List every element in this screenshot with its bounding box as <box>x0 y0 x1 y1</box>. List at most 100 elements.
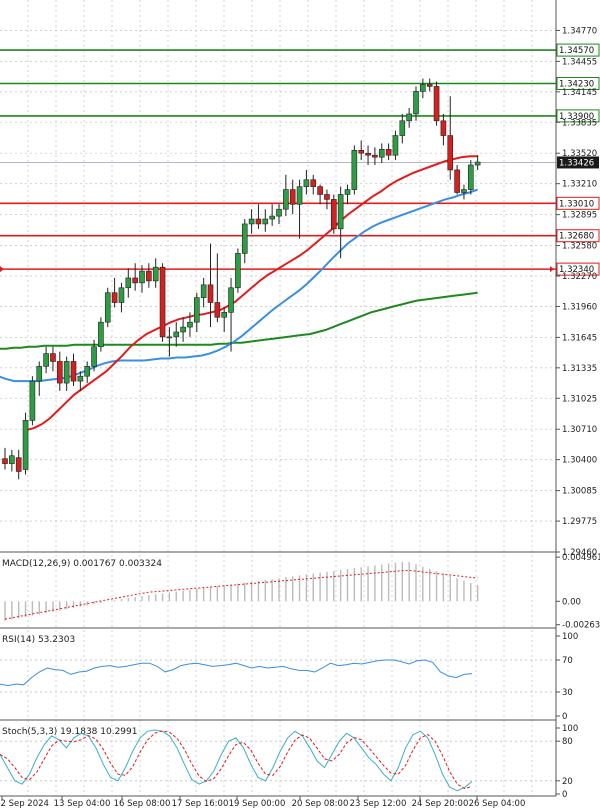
y-tick-label: 1.30085 <box>562 487 597 497</box>
x-tick-label: 16 Sep 08:00 <box>114 799 171 809</box>
candle-body <box>454 169 460 193</box>
candle-body <box>207 284 214 303</box>
candle-body <box>2 458 8 464</box>
candle <box>241 219 248 264</box>
y-tick-label: 1.34145 <box>562 88 597 98</box>
candle-body <box>56 361 63 384</box>
macd-label: MACD(12,26,9) 0.001767 0.003324 <box>2 559 162 569</box>
y-tick-label: 1.30400 <box>562 456 597 466</box>
candle <box>283 174 289 217</box>
candle-body <box>467 164 474 190</box>
y-tick-label: 1.33520 <box>562 149 597 159</box>
candle <box>317 184 323 205</box>
candle-body <box>358 149 365 154</box>
sr-price-label: 1.33900 <box>559 112 594 122</box>
sr-price-box <box>556 109 600 123</box>
price-panel[interactable]: 1.34570 1.34230 1.33900 1.33010 1.32680 1.323… <box>0 43 600 480</box>
y-tick-label: 1.34770 <box>562 26 597 36</box>
sr-price-label: 1.34570 <box>559 46 594 56</box>
y-tick-label: 0 <box>562 712 567 722</box>
macd-signal-line <box>4 569 478 620</box>
ma-mid-line <box>0 188 478 383</box>
sr-price-box <box>556 196 600 210</box>
sr-price-box <box>556 43 600 57</box>
macd-panel[interactable]: MACD(12,26,9) 0.001767 0.003324 <box>2 559 479 621</box>
candle <box>399 113 406 144</box>
candle <box>139 265 145 293</box>
candle <box>303 169 310 195</box>
candle-body <box>194 297 200 323</box>
rsi-line <box>0 659 473 687</box>
candle <box>269 204 275 226</box>
candle-body <box>461 189 467 193</box>
candle-body <box>187 321 193 328</box>
candle-body <box>200 284 207 298</box>
candle <box>22 412 29 475</box>
candle-body <box>413 91 419 115</box>
x-tick-label: 17 Sep 16:00 <box>172 799 229 809</box>
y-tick-label: 1.33835 <box>562 118 597 128</box>
candle <box>324 189 330 210</box>
candle <box>98 317 104 352</box>
candle <box>413 86 419 121</box>
candle-body <box>440 120 447 136</box>
candle-body <box>15 457 22 472</box>
sr-price-box <box>556 76 600 90</box>
candle-body <box>283 189 289 210</box>
y-tick-label: 1.32895 <box>562 211 597 221</box>
candle <box>262 209 269 232</box>
sr-price-label: 1.32340 <box>559 265 594 275</box>
current-price-box <box>557 156 599 169</box>
candle <box>50 346 56 372</box>
grid-lines <box>0 0 556 796</box>
candle <box>187 312 193 337</box>
candle-body <box>310 179 317 187</box>
x-tick-label: 12 Sep 2024 <box>0 799 49 809</box>
candle <box>118 282 125 313</box>
candle <box>132 263 138 291</box>
candle <box>56 351 63 391</box>
sr-price-box <box>556 262 600 276</box>
y-tick-label: 1.29775 <box>562 517 597 527</box>
stoch-k-line <box>0 729 473 792</box>
candle-body <box>248 218 255 225</box>
candle-body <box>351 149 358 190</box>
candle-body <box>139 270 145 284</box>
x-tick-label: 19 Sep 00:00 <box>229 799 286 809</box>
candle-body <box>50 353 56 362</box>
rsi-panel[interactable]: RSI(14) 53.2303 <box>0 635 473 687</box>
ma-fast-line <box>25 155 478 432</box>
candle-body <box>166 336 173 339</box>
candle <box>104 287 111 328</box>
candle <box>474 155 481 170</box>
left-arrow-marker <box>0 266 4 273</box>
candle <box>70 353 77 387</box>
candle <box>125 268 132 298</box>
candle-body <box>221 312 227 318</box>
candle-body <box>420 84 426 92</box>
candle <box>159 263 166 342</box>
candle <box>385 143 392 161</box>
y-tick-label: 1.31645 <box>562 333 597 343</box>
candle <box>111 277 118 308</box>
candle <box>337 186 344 259</box>
candle-body <box>406 113 412 122</box>
candle <box>207 243 214 328</box>
y-tick-label: 1.32270 <box>562 272 597 282</box>
candle <box>91 339 97 372</box>
stoch-panel[interactable]: Stoch(5,3,3) 19.1838 10.2991 <box>0 727 473 792</box>
candle-body <box>324 194 330 200</box>
candle-body <box>43 353 49 367</box>
y-tick-label: 0 <box>562 790 567 800</box>
candle <box>392 130 399 161</box>
y-tick-label: 1.31335 <box>562 364 597 374</box>
candle-body <box>241 223 248 254</box>
candle <box>173 322 180 347</box>
current-price-label: 1.33426 <box>559 158 594 168</box>
candle-body <box>159 266 166 338</box>
candle-body <box>111 292 118 303</box>
candle <box>344 184 351 205</box>
candle <box>406 108 412 128</box>
candle-body <box>255 218 262 225</box>
